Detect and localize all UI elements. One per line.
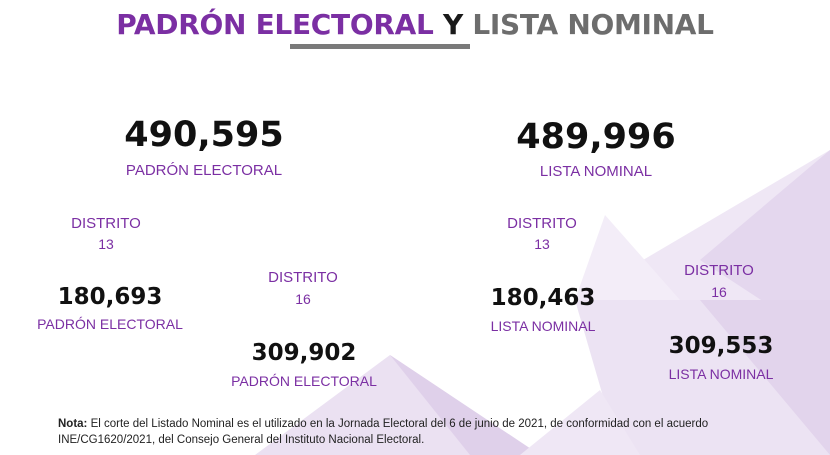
lista-distrito-13-label: DISTRITO bbox=[507, 215, 577, 232]
triangle-shape bbox=[390, 355, 540, 455]
title-part-lista: LISTA NOMINAL bbox=[472, 8, 714, 41]
lista-distrito-13-sublabel: LISTA NOMINAL bbox=[490, 318, 596, 334]
padron-distrito-16-number: 16 bbox=[295, 291, 311, 307]
padron-distrito-13-sublabel: PADRÓN ELECTORAL bbox=[37, 316, 183, 332]
footnote: Nota: El corte del Listado Nominal es el… bbox=[58, 416, 778, 448]
lista-distrito-16-label: DISTRITO bbox=[684, 262, 754, 279]
triangle-shape bbox=[700, 150, 830, 345]
padron-distrito-16-sublabel: PADRÓN ELECTORAL bbox=[231, 373, 377, 389]
padron-total-value: 490,595 bbox=[124, 115, 284, 155]
title-part-y: Y bbox=[433, 8, 473, 41]
lista-distrito-16-value: 309,553 bbox=[668, 333, 774, 359]
page-title: PADRÓN ELECTORAL Y LISTA NOMINAL bbox=[0, 8, 830, 41]
lista-total-value: 489,996 bbox=[516, 117, 676, 157]
lista-total-label: LISTA NOMINAL bbox=[539, 163, 653, 180]
title-part-padron: PADRÓN ELECTORAL bbox=[116, 8, 434, 41]
triangle-shape bbox=[700, 300, 830, 455]
lista-distrito-16-number: 16 bbox=[711, 284, 727, 300]
padron-distrito-16-value: 309,902 bbox=[251, 340, 357, 366]
triangle-shape bbox=[575, 215, 680, 300]
footnote-text: El corte del Listado Nominal es el utili… bbox=[58, 418, 709, 446]
lista-distrito-13-number: 13 bbox=[534, 236, 550, 252]
padron-distrito-13-label: DISTRITO bbox=[71, 215, 141, 232]
footnote-prefix: Nota: bbox=[58, 418, 88, 430]
triangle-shape bbox=[520, 390, 640, 455]
lista-distrito-16-sublabel: LISTA NOMINAL bbox=[668, 366, 774, 382]
title-underline bbox=[290, 44, 470, 49]
lista-distrito-13-value: 180,463 bbox=[490, 285, 596, 311]
padron-total-label: PADRÓN ELECTORAL bbox=[125, 162, 283, 179]
padron-distrito-13-value: 180,693 bbox=[57, 284, 163, 310]
padron-distrito-13-number: 13 bbox=[98, 236, 114, 252]
padron-distrito-16-label: DISTRITO bbox=[268, 269, 338, 286]
